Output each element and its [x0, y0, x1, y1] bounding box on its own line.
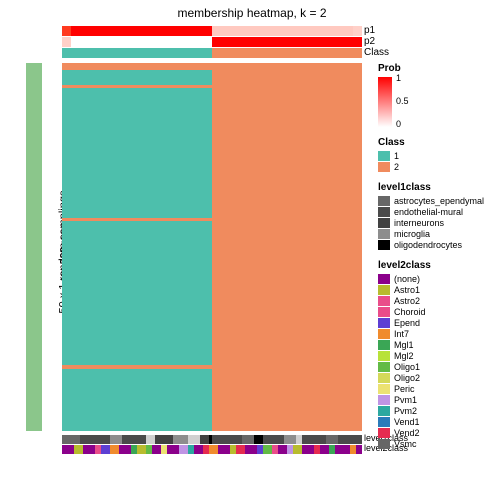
legend-item: microglia [378, 229, 502, 239]
anno-label: p1 [364, 25, 412, 36]
heatmap-body [62, 63, 362, 431]
legend-item: Epend [378, 318, 502, 328]
legend-level1: level1classastrocytes_ependymalendotheli… [378, 182, 502, 250]
legend-item: interneurons [378, 218, 502, 228]
legend-level2: level2class(none)Astro1Astro2ChoroidEpen… [378, 260, 502, 449]
legend-item: Astro1 [378, 285, 502, 295]
legend-item: 2 [378, 162, 502, 172]
legend-item: Pvm1 [378, 395, 502, 405]
legend-item: 1 [378, 151, 502, 161]
legend-item: Oligo2 [378, 373, 502, 383]
legend-prob: Prob10.50 [378, 63, 502, 127]
legend-item: Int7 [378, 329, 502, 339]
heatmap-col-1 [62, 63, 212, 431]
legend-item: oligodendrocytes [378, 240, 502, 250]
legend-item: Mgl1 [378, 340, 502, 350]
legend-area: Prob10.50 Class12 level1classastrocytes_ep… [378, 63, 502, 459]
legend-item: Vend1 [378, 417, 502, 427]
anno-p2: p2 [62, 37, 362, 47]
legend-item: Vend2 [378, 428, 502, 438]
legend-item: Astro2 [378, 296, 502, 306]
legend-item: Pvm2 [378, 406, 502, 416]
anno-p1: p1 [62, 26, 362, 36]
anno-class: Class [62, 48, 362, 58]
anno-label: Class [364, 47, 412, 58]
left-strip [26, 63, 42, 431]
legend-class: Class12 [378, 137, 502, 172]
legend-item: endothelial-mural [378, 207, 502, 217]
legend-item: Choroid [378, 307, 502, 317]
anno-label: p2 [364, 36, 412, 47]
legend-item: Peric [378, 384, 502, 394]
chart-title: membership heatmap, k = 2 [177, 6, 326, 20]
legend-item: Oligo1 [378, 362, 502, 372]
legend-item: astrocytes_ependymal [378, 196, 502, 206]
top-annotations: p1p2Class [62, 26, 362, 59]
bottom-annotations: level1classlevel2class [62, 434, 362, 454]
legend-item: Mgl2 [378, 351, 502, 361]
heatmap-col-2 [212, 63, 362, 431]
level1class-row: level1class [62, 435, 362, 444]
legend-item: (none) [378, 274, 502, 284]
level2class-row: level2class [62, 445, 362, 454]
legend-item: Vsmc [378, 439, 502, 449]
